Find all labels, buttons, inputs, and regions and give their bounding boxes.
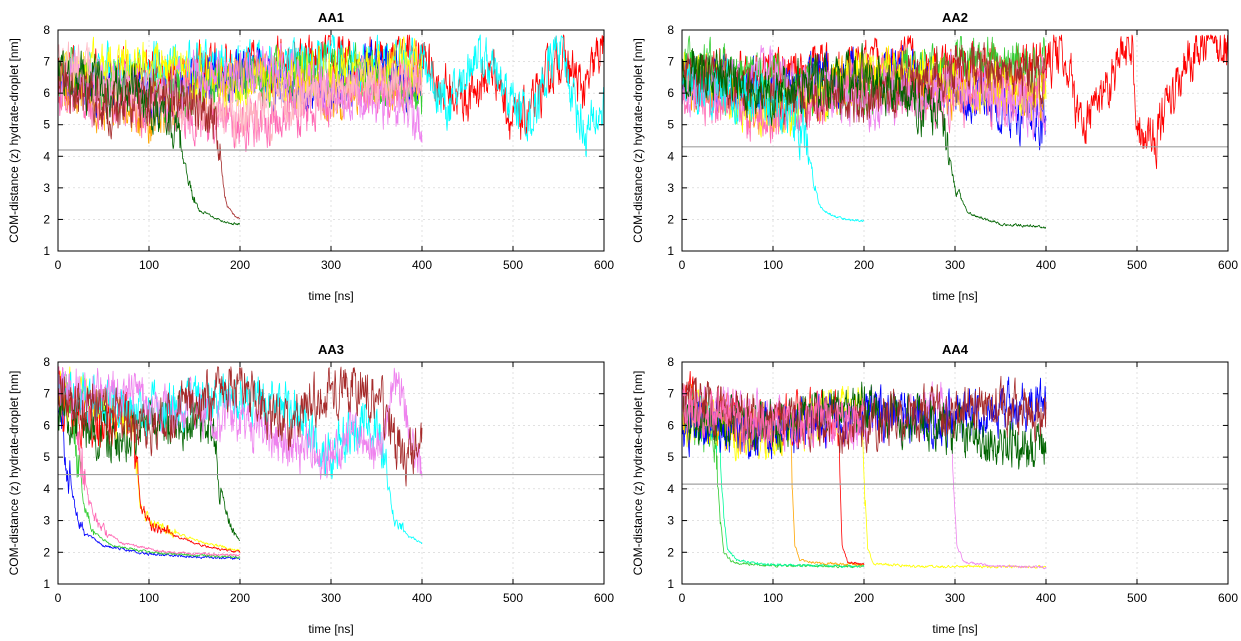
y-tick-label: 6	[667, 418, 674, 432]
x-tick-label: 200	[230, 591, 250, 605]
x-tick-label: 0	[679, 258, 686, 272]
traces	[682, 370, 1047, 570]
x-tick-label: 600	[594, 591, 614, 605]
x-tick-label: 400	[412, 591, 432, 605]
y-tick-label: 8	[667, 23, 674, 37]
chart-title: AA2	[942, 10, 968, 25]
x-tick-label: 500	[1127, 258, 1147, 272]
series-line-1	[58, 397, 241, 560]
x-tick-label: 200	[230, 258, 250, 272]
y-axis-label: COM-distance (z) hydrate-droplet [nm]	[631, 38, 645, 243]
x-tick-label: 500	[1127, 591, 1147, 605]
y-tick-label: 8	[667, 355, 674, 369]
y-tick-label: 2	[667, 212, 674, 226]
y-tick-label: 1	[667, 577, 674, 591]
y-axis-label: COM-distance (z) hydrate-droplet [nm]	[7, 371, 21, 576]
y-tick-label: 8	[43, 23, 50, 37]
y-axis-label: COM-distance (z) hydrate-droplet [nm]	[631, 371, 645, 576]
series-line-2	[682, 386, 865, 568]
y-tick-label: 7	[667, 387, 674, 401]
y-tick-label: 3	[667, 514, 674, 528]
y-tick-label: 7	[667, 55, 674, 69]
x-tick-label: 0	[55, 591, 62, 605]
x-axis-label: time [ns]	[932, 289, 977, 303]
x-tick-label: 400	[412, 258, 432, 272]
x-tick-label: 100	[139, 258, 159, 272]
y-tick-label: 6	[43, 86, 50, 100]
series-line-10	[682, 42, 1047, 229]
x-tick-label: 400	[1036, 591, 1056, 605]
series-line-7	[682, 44, 1047, 140]
x-tick-label: 100	[139, 591, 159, 605]
y-tick-label: 5	[43, 450, 50, 464]
y-tick-label: 1	[667, 244, 674, 258]
x-tick-label: 300	[945, 591, 965, 605]
x-tick-label: 300	[321, 591, 341, 605]
series-line-9	[58, 366, 423, 487]
chart-title: AA3	[318, 342, 344, 357]
chart-title: AA4	[942, 342, 969, 357]
y-tick-label: 5	[667, 118, 674, 132]
x-tick-label: 300	[321, 258, 341, 272]
traces	[58, 34, 604, 226]
series-line-11	[58, 62, 241, 220]
x-tick-label: 500	[503, 258, 523, 272]
x-tick-label: 600	[1218, 591, 1238, 605]
y-tick-label: 2	[43, 212, 50, 226]
y-tick-label: 1	[43, 244, 50, 258]
x-tick-label: 200	[854, 591, 874, 605]
x-tick-label: 300	[945, 258, 965, 272]
y-tick-label: 2	[43, 545, 50, 559]
y-tick-label: 6	[43, 418, 50, 432]
y-tick-label: 5	[667, 450, 674, 464]
y-tick-label: 3	[667, 181, 674, 195]
series-line-10	[682, 384, 865, 454]
y-tick-label: 3	[43, 514, 50, 528]
y-tick-label: 2	[667, 545, 674, 559]
y-tick-label: 6	[667, 86, 674, 100]
x-tick-label: 100	[763, 258, 783, 272]
chart-panel-3: 0 100 200 300 400 500 600 1 2 3 4 5 6 7 8 AA3 time [ns] C…	[7, 342, 614, 636]
x-tick-label: 100	[763, 591, 783, 605]
y-axis-label: COM-distance (z) hydrate-droplet [nm]	[7, 38, 21, 243]
x-tick-label: 500	[503, 591, 523, 605]
series-line-3	[58, 366, 241, 557]
y-tick-label: 3	[43, 181, 50, 195]
y-tick-label: 4	[43, 149, 50, 163]
y-tick-label: 4	[43, 482, 50, 496]
y-tick-label: 1	[43, 577, 50, 591]
x-tick-label: 400	[1036, 258, 1056, 272]
traces	[682, 34, 1228, 229]
y-tick-label: 5	[43, 118, 50, 132]
chart-title: AA1	[318, 10, 344, 25]
x-tick-label: 200	[854, 258, 874, 272]
traces	[58, 366, 423, 560]
chart-panel-4: 0 100 200 300 400 500 600 1 2 3 4 5 6 7 8 AA4 time [ns] C…	[631, 342, 1238, 636]
y-tick-label: 8	[43, 355, 50, 369]
x-tick-label: 0	[55, 258, 62, 272]
y-tick-label: 7	[43, 55, 50, 69]
x-tick-label: 600	[1218, 258, 1238, 272]
series-line-7	[58, 371, 423, 544]
chart-panel-2: 0 100 200 300 400 500 600 1 2 3 4 5 6 7 8 AA2 time [ns] C…	[631, 10, 1238, 303]
x-axis-label: time [ns]	[932, 622, 977, 636]
y-tick-label: 4	[667, 482, 674, 496]
x-tick-label: 600	[594, 258, 614, 272]
x-axis-label: time [ns]	[308, 622, 353, 636]
chart-panel-1: 0 100 200 300 400 500 600 1 2 3 4 5 6 7 8 AA1 time [ns] C…	[7, 10, 614, 303]
x-tick-label: 0	[679, 591, 686, 605]
y-tick-label: 4	[667, 149, 674, 163]
x-axis-label: time [ns]	[308, 289, 353, 303]
series-line-2	[58, 374, 241, 559]
y-tick-label: 7	[43, 387, 50, 401]
